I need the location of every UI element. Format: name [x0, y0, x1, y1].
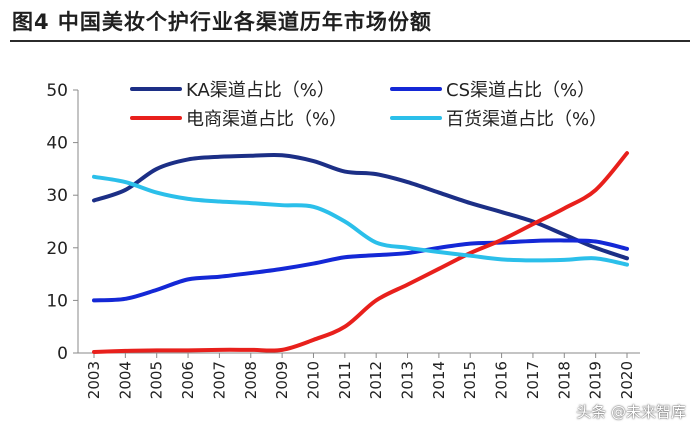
legend-label-ka: KA渠道占比（%） — [186, 80, 335, 101]
series-line-cs — [92, 238, 629, 303]
y-tick-label: 50 — [46, 81, 68, 101]
x-tick-label: 2015 — [461, 361, 479, 399]
y-tick-label: 30 — [46, 186, 68, 206]
x-tick-label: 2006 — [179, 361, 197, 399]
x-tick-label: 2011 — [336, 361, 354, 399]
legend-label-ecommerce: 电商渠道占比（%） — [186, 109, 347, 130]
x-tick-label: 2009 — [273, 361, 291, 399]
title-divider — [10, 40, 690, 42]
x-tick-label: 2014 — [430, 361, 448, 399]
x-tick-label: 2016 — [493, 361, 511, 399]
x-tick-label: 2008 — [242, 361, 260, 399]
legend-label-department-store: 百货渠道占比（%） — [446, 109, 607, 130]
x-tick-label: 2012 — [367, 361, 385, 399]
x-tick-label: 2007 — [210, 361, 228, 399]
x-tick-label: 2018 — [555, 361, 573, 399]
y-tick-label: 10 — [46, 291, 68, 311]
x-tick-label: 2003 — [85, 361, 103, 399]
x-tick-label: 2010 — [304, 361, 322, 399]
x-tick-label: 2013 — [399, 361, 417, 399]
y-tick-label: 40 — [46, 134, 68, 154]
legend-label-cs: CS渠道占比（%） — [446, 80, 595, 101]
watermark: 头条 @未来智库 — [576, 403, 686, 421]
x-tick-label: 2020 — [618, 361, 636, 399]
figure-title: 图4 中国美妆个护行业各渠道历年市场份额 — [12, 10, 432, 34]
y-tick-label: 20 — [46, 239, 68, 259]
x-tick-label: 2017 — [524, 361, 542, 399]
x-tick-label: 2019 — [587, 361, 605, 399]
y-tick-label: 0 — [57, 344, 68, 364]
series-line-ecommerce — [92, 151, 629, 354]
title-bar: 图4 中国美妆个护行业各渠道历年市场份额 — [0, 0, 700, 42]
series-line-department-store — [92, 174, 629, 267]
series-line-ka — [92, 152, 629, 261]
x-tick-label: 2005 — [148, 361, 166, 399]
x-tick-label: 2004 — [116, 361, 134, 399]
